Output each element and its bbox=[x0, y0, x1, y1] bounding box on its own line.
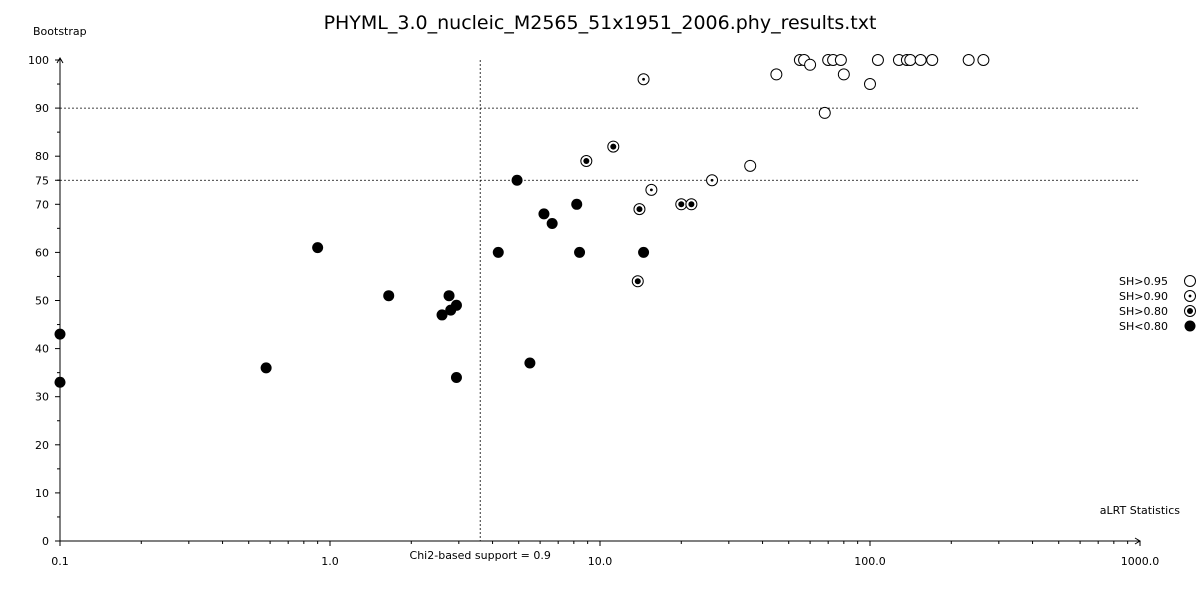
y-axis-arrow bbox=[56, 57, 64, 64]
data-point bbox=[450, 299, 462, 311]
data-point bbox=[645, 183, 658, 196]
y-tick-label: 70 bbox=[35, 198, 49, 211]
x-tick-label: 1.0 bbox=[321, 555, 339, 568]
data-point bbox=[580, 155, 593, 168]
data-point bbox=[744, 159, 757, 172]
data-points bbox=[54, 54, 990, 388]
data-point bbox=[436, 309, 448, 321]
data-point bbox=[818, 106, 831, 119]
axes: 0.1 1.0 10.0 100.0 1000.0 0 10 20 30 40 50 60 70 75 80… bbox=[28, 54, 1159, 568]
y-tick-label: 0 bbox=[42, 535, 49, 548]
data-point bbox=[607, 140, 620, 153]
data-point bbox=[675, 198, 688, 211]
reference-line-label: Chi2-based support = 0.9 bbox=[410, 549, 551, 562]
data-point bbox=[864, 78, 876, 91]
data-point bbox=[706, 174, 719, 187]
x-tick-label: 100.0 bbox=[854, 555, 886, 568]
data-point bbox=[837, 68, 850, 81]
y-tick-label: 50 bbox=[35, 295, 49, 308]
x-tick-label: 1000.0 bbox=[1121, 555, 1160, 568]
data-point bbox=[492, 246, 504, 258]
data-point bbox=[538, 208, 550, 220]
data-point bbox=[383, 290, 395, 302]
data-point bbox=[977, 54, 990, 66]
data-point bbox=[926, 54, 939, 66]
legend: SH>0.95 SH>0.90 SH>0.80 SH<0.80 bbox=[1119, 275, 1196, 333]
data-point bbox=[871, 54, 884, 66]
legend-marker bbox=[1184, 290, 1196, 302]
legend-marker bbox=[1184, 275, 1196, 287]
data-point bbox=[260, 362, 272, 374]
legend-marker bbox=[1184, 320, 1196, 332]
data-point bbox=[511, 174, 523, 186]
data-point bbox=[637, 73, 650, 86]
data-point bbox=[571, 198, 583, 210]
x-axis-label: aLRT Statistics bbox=[1100, 504, 1180, 517]
data-point bbox=[633, 203, 646, 216]
y-tick-label: 75 bbox=[35, 174, 49, 187]
data-point bbox=[834, 54, 847, 66]
y-tick-label: 60 bbox=[35, 246, 49, 259]
legend-label: SH>0.95 bbox=[1119, 275, 1168, 288]
data-point bbox=[914, 54, 927, 66]
data-point bbox=[904, 54, 917, 66]
y-tick-label: 90 bbox=[35, 102, 49, 115]
data-point bbox=[770, 68, 783, 81]
data-point bbox=[546, 218, 558, 230]
data-point bbox=[962, 54, 975, 66]
reference-lines: Chi2-based support = 0.9 bbox=[60, 60, 1140, 562]
x-tick-label: 0.1 bbox=[51, 555, 69, 568]
data-point bbox=[685, 198, 698, 211]
data-point bbox=[443, 290, 455, 302]
data-point bbox=[312, 242, 324, 254]
data-point bbox=[54, 376, 66, 388]
legend-label: SH<0.80 bbox=[1119, 320, 1168, 333]
data-point bbox=[450, 371, 462, 383]
data-point bbox=[54, 328, 66, 340]
data-point bbox=[638, 246, 650, 258]
x-tick-label: 10.0 bbox=[588, 555, 613, 568]
y-axis-label: Bootstrap bbox=[33, 25, 87, 38]
legend-label: SH>0.90 bbox=[1119, 290, 1168, 303]
y-tick-label: 30 bbox=[35, 391, 49, 404]
y-tick-label: 40 bbox=[35, 343, 49, 356]
y-tick-label: 10 bbox=[35, 487, 49, 500]
data-point bbox=[524, 357, 536, 369]
legend-label: SH>0.80 bbox=[1119, 305, 1168, 318]
y-tick-label: 100 bbox=[28, 54, 49, 67]
data-point bbox=[574, 246, 586, 258]
data-point bbox=[631, 275, 644, 288]
chart-title: PHYML_3.0_nucleic_M2565_51x1951_2006.phy… bbox=[324, 12, 877, 34]
data-point bbox=[804, 58, 817, 71]
y-tick-label: 80 bbox=[35, 150, 49, 163]
legend-marker bbox=[1184, 305, 1196, 317]
y-tick-label: 20 bbox=[35, 439, 49, 452]
